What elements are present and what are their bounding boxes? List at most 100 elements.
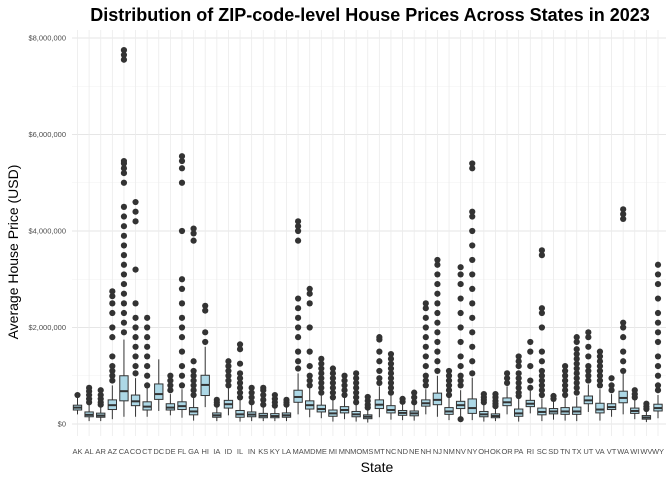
x-tick-label: DC: [153, 447, 164, 456]
box-vt: [606, 375, 617, 417]
outlier-point: [225, 363, 232, 370]
outlier-point: [643, 400, 650, 407]
box-hi: [200, 302, 210, 408]
outlier-point: [387, 365, 395, 372]
outlier-point: [515, 353, 522, 360]
outlier-point: [248, 399, 255, 406]
y-tick-label: $0: [58, 420, 66, 429]
outlier-point: [144, 343, 151, 350]
x-tick-label: AR: [96, 447, 107, 456]
outlier-point: [144, 324, 151, 331]
outlier-point: [434, 271, 441, 278]
outlier-point: [527, 348, 534, 355]
outlier-point: [109, 300, 116, 307]
outlier-point: [654, 295, 662, 302]
outlier-point: [620, 334, 627, 341]
outlier-point: [527, 338, 534, 346]
outlier-point: [527, 363, 534, 370]
box-wv: [641, 400, 652, 423]
x-tick-label: NY: [467, 447, 477, 456]
outlier-point: [434, 348, 441, 355]
outlier-point: [109, 377, 116, 384]
outlier-point: [445, 377, 453, 384]
outlier-point: [562, 372, 569, 379]
outlier-point: [318, 370, 325, 377]
outlier-point: [120, 157, 128, 165]
outlier-point: [422, 305, 429, 312]
outlier-point: [120, 242, 128, 249]
x-tick-label: OR: [501, 447, 513, 456]
box-sd: [548, 392, 559, 420]
outlier-point: [132, 370, 139, 377]
outlier-point: [109, 353, 116, 360]
outlier-point: [469, 300, 476, 307]
y-tick-label: $2,000,000: [28, 323, 66, 332]
x-tick-label: MD: [304, 447, 316, 456]
outlier-point: [353, 379, 360, 387]
outlier-point: [120, 179, 128, 186]
outlier-point: [469, 208, 476, 215]
outlier-point: [120, 213, 128, 220]
outlier-point: [97, 387, 104, 394]
outlier-point: [457, 271, 464, 278]
x-tick-label: VT: [607, 447, 617, 456]
outlier-point: [469, 242, 476, 249]
outlier-point: [132, 208, 139, 215]
outlier-point: [538, 372, 546, 379]
outlier-point: [294, 295, 302, 302]
box-tx: [572, 334, 582, 422]
x-tick-label: PA: [514, 447, 523, 456]
outlier-point: [178, 372, 186, 379]
x-tick-label: NJ: [433, 447, 442, 456]
outlier-point: [445, 382, 453, 389]
outlier-point: [469, 227, 476, 235]
outlier-point: [538, 348, 546, 355]
outlier-point: [190, 391, 197, 399]
outlier-point: [620, 215, 627, 223]
box-ma: [293, 218, 303, 415]
outlier-point: [294, 334, 302, 341]
outlier-point: [132, 353, 139, 360]
x-tick-label: TN: [560, 447, 570, 456]
x-tick-label: VA: [595, 447, 604, 456]
outlier-point: [364, 393, 371, 401]
outlier-point: [434, 329, 441, 336]
outlier-point: [457, 309, 464, 317]
outlier-point: [469, 271, 476, 278]
x-tick-label: DE: [165, 447, 175, 456]
outlier-point: [457, 372, 464, 379]
box-in: [246, 384, 257, 422]
x-tick-label: NE: [409, 447, 419, 456]
outlier-point: [422, 353, 429, 360]
outlier-point: [132, 198, 139, 206]
outlier-point: [422, 324, 429, 331]
box-dc: [154, 359, 164, 411]
outlier-point: [585, 367, 592, 375]
outlier-point: [376, 379, 383, 387]
x-tick-label: NM: [443, 447, 455, 456]
outlier-point: [515, 363, 522, 370]
outlier-point: [480, 390, 487, 398]
outlier-point: [422, 343, 429, 350]
outlier-point: [469, 160, 476, 167]
outlier-point: [236, 360, 244, 367]
outlier-point: [318, 355, 325, 362]
outlier-point: [236, 370, 244, 377]
outlier-point: [654, 338, 662, 346]
outlier-point: [353, 394, 360, 401]
outlier-point: [329, 389, 337, 396]
box-la: [281, 396, 292, 422]
outlier-point: [654, 309, 662, 317]
outlier-point: [573, 384, 580, 391]
outlier-point: [202, 329, 209, 336]
outlier-point: [550, 392, 557, 400]
outlier-point: [411, 389, 418, 396]
outlier-point: [318, 365, 325, 372]
x-tick-label: KY: [270, 447, 280, 456]
outlier-point: [236, 341, 244, 348]
outlier-point: [318, 389, 325, 396]
outlier-point: [585, 363, 592, 370]
outlier-point: [306, 290, 313, 297]
outlier-point: [527, 384, 534, 391]
outlier-point: [562, 367, 569, 375]
